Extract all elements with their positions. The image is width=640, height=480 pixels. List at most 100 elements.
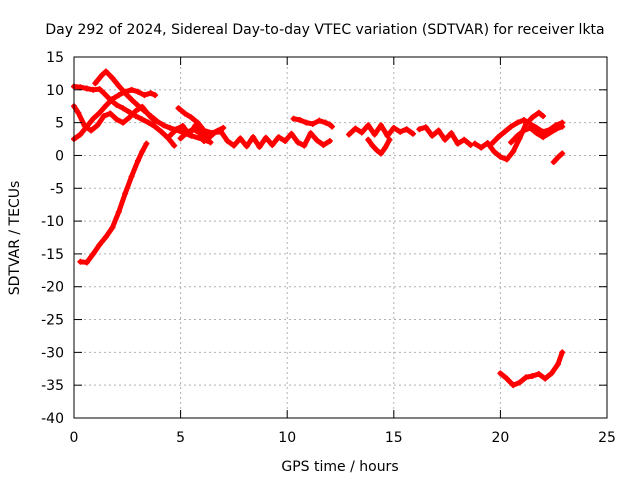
data-point (358, 129, 365, 136)
series-track-22.5h-drop (550, 150, 566, 166)
x-tick-label: 5 (176, 430, 185, 446)
data-point (540, 113, 547, 120)
data-point (173, 126, 180, 133)
data-point (88, 127, 95, 134)
data-point (382, 144, 389, 151)
data-point (422, 124, 429, 131)
data-point (115, 82, 122, 89)
data-point (352, 125, 359, 132)
data-point (548, 370, 555, 377)
series-track-20-21h-upper (488, 117, 566, 147)
data-point (171, 142, 178, 149)
data-point (220, 124, 227, 131)
data-point (397, 128, 404, 135)
data-point (100, 90, 107, 97)
data-point (527, 124, 534, 131)
data-point (94, 122, 101, 129)
data-point (316, 117, 323, 124)
data-point (403, 126, 410, 133)
x-tick-label: 10 (278, 430, 296, 446)
y-tick-label: -10 (41, 214, 64, 230)
y-tick-label: -35 (41, 378, 64, 394)
data-point (365, 136, 372, 143)
data-point (346, 131, 353, 138)
data-point (205, 135, 212, 142)
series-line (497, 349, 565, 388)
data-point (365, 122, 372, 129)
series-line (472, 110, 546, 162)
data-point (533, 124, 540, 131)
data-point (160, 122, 167, 129)
data-point (132, 107, 139, 114)
x-tick-label: 20 (491, 430, 509, 446)
data-point (128, 96, 135, 103)
data-point (102, 68, 109, 75)
data-point (307, 130, 314, 137)
data-point (207, 139, 214, 146)
data-point (497, 153, 504, 160)
series-track-hump (92, 68, 214, 146)
data-point (175, 105, 182, 112)
data-point (243, 143, 250, 150)
data-point (540, 134, 547, 141)
data-point (488, 140, 495, 147)
series-track-left-rise (77, 140, 150, 266)
data-point (533, 130, 540, 137)
data-point (454, 140, 461, 147)
data-point (540, 128, 547, 135)
y-tick-label: 10 (46, 83, 64, 99)
data-point (529, 114, 536, 121)
data-point (535, 109, 542, 116)
data-point (83, 259, 90, 266)
data-point (224, 138, 231, 145)
data-point (201, 138, 208, 145)
data-point (386, 136, 393, 143)
data-point (294, 139, 301, 146)
data-point (309, 120, 316, 127)
y-tick-label: -40 (41, 411, 64, 427)
data-point (143, 140, 150, 147)
series-line (489, 117, 565, 147)
y-axis-label: SDTVAR / TECUs (7, 181, 23, 296)
x-tick-label: 0 (70, 430, 79, 446)
data-point (322, 119, 329, 126)
data-point (256, 143, 263, 150)
data-point (102, 233, 109, 240)
data-point (113, 101, 120, 108)
data-point (147, 90, 154, 97)
data-point (435, 127, 442, 134)
data-point (126, 114, 133, 121)
data-point (201, 127, 208, 134)
data-point (98, 72, 105, 79)
data-point (179, 122, 186, 129)
series-track-11h (290, 115, 335, 130)
series-line (365, 137, 393, 156)
data-point (75, 109, 82, 116)
data-point (559, 150, 566, 157)
data-point (77, 84, 84, 91)
data-point (520, 127, 527, 134)
data-point (128, 86, 135, 93)
data-point (314, 137, 321, 144)
data-point (441, 136, 448, 143)
data-point (471, 140, 478, 147)
series-track-top-decline (71, 83, 178, 149)
data-point (303, 119, 310, 126)
data-point (145, 119, 152, 126)
data-point (83, 85, 90, 92)
data-point (107, 110, 114, 117)
data-point (416, 126, 423, 133)
grid-lines (74, 57, 607, 418)
data-point (467, 141, 474, 148)
data-point (373, 147, 380, 154)
data-point (552, 126, 559, 133)
data-point (508, 139, 515, 146)
data-point (77, 131, 84, 138)
data-point (384, 132, 391, 139)
data-point (371, 131, 378, 138)
series-track-left-low (71, 86, 159, 143)
data-point (109, 224, 116, 231)
data-point (522, 374, 529, 381)
data-point (510, 382, 517, 389)
y-tick-labels: 15 10 5 0 -5 -10 -15 -20 -25 -30 -35 -40 (41, 50, 64, 427)
